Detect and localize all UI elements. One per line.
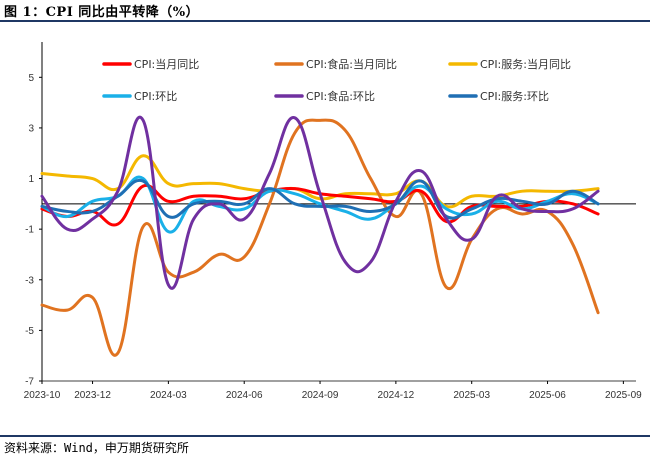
series-line-1 xyxy=(40,118,600,357)
legend-label: CPI:服务:当月同比 xyxy=(480,57,571,71)
x-tick-label: 2024-03 xyxy=(150,390,187,401)
y-tick-label: 3 xyxy=(28,123,34,134)
y-tick-label: -3 xyxy=(25,275,34,286)
legend-label: CPI:食品:当月同比 xyxy=(306,57,397,71)
y-tick-label: -5 xyxy=(25,326,34,337)
chart-series xyxy=(40,115,600,357)
x-tick-label: 2025-06 xyxy=(529,390,566,401)
y-tick-label: 1 xyxy=(28,174,34,185)
series-line-5 xyxy=(40,178,600,220)
y-tick-label: 5 xyxy=(28,73,34,84)
legend-label: CPI:当月同比 xyxy=(134,57,199,71)
x-tick-label: 2023-12 xyxy=(74,390,111,401)
series-line-4 xyxy=(40,115,600,290)
y-tick-label: -1 xyxy=(25,225,34,236)
x-tick-label: 2024-06 xyxy=(226,390,263,401)
cpi-line-chart: 5 3 1 -1 -3 -5 -7 2023-10 2023-12 2024-03 2024-06 2… xyxy=(24,42,642,401)
legend-label: CPI:服务:环比 xyxy=(480,90,549,103)
legend-label: CPI:食品:环比 xyxy=(306,89,375,103)
chart-legend: CPI:当月同比 CPI:食品:当月同比 CPI:服务:当月同比 CPI:环比 CPI:… xyxy=(102,57,571,103)
legend-label: CPI:环比 xyxy=(134,90,177,103)
x-tick-label: 2023-10 xyxy=(24,390,61,401)
series-line-3 xyxy=(40,175,600,234)
x-tick-label: 2025-09 xyxy=(605,390,642,401)
source-note: 资料来源：Wind，申万期货研究所 xyxy=(4,441,189,455)
x-tick-label: 2025-03 xyxy=(453,390,490,401)
chart-axes: 5 3 1 -1 -3 -5 -7 2023-10 2023-12 2024-03 2024-06 2… xyxy=(24,42,642,401)
y-tick-label: -7 xyxy=(25,377,34,388)
top-rule xyxy=(0,20,650,22)
figure-title: 图 1：CPI 同比由平转降（%） xyxy=(4,5,200,20)
x-tick-label: 2024-12 xyxy=(378,390,415,401)
bottom-rule xyxy=(0,435,650,437)
x-tick-label: 2024-09 xyxy=(302,390,339,401)
